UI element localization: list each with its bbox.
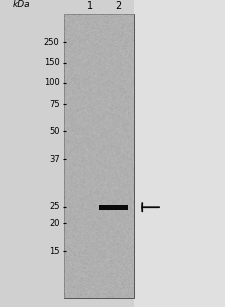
- Text: 2: 2: [115, 1, 121, 11]
- Text: 25: 25: [49, 202, 60, 211]
- Text: 37: 37: [49, 154, 60, 164]
- Text: 20: 20: [49, 219, 60, 228]
- Text: 100: 100: [44, 78, 60, 87]
- Text: 250: 250: [44, 38, 60, 47]
- Bar: [134, 0, 225, 307]
- Text: 1: 1: [87, 1, 93, 11]
- Text: 75: 75: [49, 100, 60, 109]
- Text: 15: 15: [49, 247, 60, 256]
- Text: 150: 150: [44, 58, 60, 68]
- Bar: [99, 205, 128, 210]
- Bar: [0, 0, 64, 307]
- Bar: [64, 14, 134, 298]
- Text: 50: 50: [49, 127, 60, 136]
- Text: kDa: kDa: [12, 0, 30, 9]
